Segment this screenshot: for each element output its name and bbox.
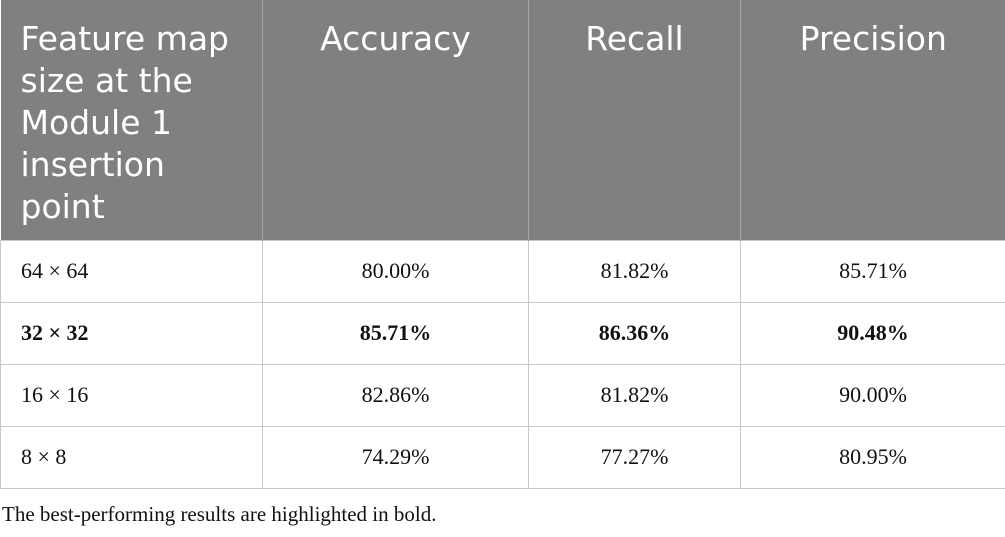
table-row: 16 × 16 82.86% 81.82% 90.00%	[0, 363, 1005, 427]
table-cell: 90.48%	[740, 301, 1005, 365]
table-body: 64 × 64 80.00% 81.82% 85.71% 32 × 32 85.71% 86…	[0, 239, 1005, 489]
column-header: Precision	[740, 0, 1005, 240]
table-cell: 32 × 32	[0, 301, 263, 365]
table-row: 8 × 8 74.29% 77.27% 80.95%	[0, 425, 1005, 489]
table-cell: 85.71%	[262, 301, 529, 365]
results-table: Feature map size at the Module 1 inserti…	[0, 0, 1005, 489]
table-cell: 82.86%	[262, 363, 529, 427]
table-cell: 90.00%	[740, 363, 1005, 427]
column-header: Accuracy	[262, 0, 529, 240]
footnote: The best-performing results are highligh…	[2, 502, 437, 526]
header-row: Feature map size at the Module 1 inserti…	[0, 0, 1005, 240]
column-header: Recall	[528, 0, 741, 240]
table-cell: 64 × 64	[0, 239, 263, 303]
table-row: 32 × 32 85.71% 86.36% 90.48%	[0, 301, 1005, 365]
table-cell: 16 × 16	[0, 363, 263, 427]
column-header: Feature map size at the Module 1 inserti…	[0, 0, 263, 240]
table-cell: 80.95%	[740, 425, 1005, 489]
table-cell: 85.71%	[740, 239, 1005, 303]
table-cell: 8 × 8	[0, 425, 263, 489]
table-cell: 81.82%	[528, 363, 741, 427]
table-cell: 74.29%	[262, 425, 529, 489]
table-cell: 80.00%	[262, 239, 529, 303]
table-cell: 86.36%	[528, 301, 741, 365]
table-cell: 81.82%	[528, 239, 741, 303]
table-cell: 77.27%	[528, 425, 741, 489]
table-row: 64 × 64 80.00% 81.82% 85.71%	[0, 239, 1005, 303]
